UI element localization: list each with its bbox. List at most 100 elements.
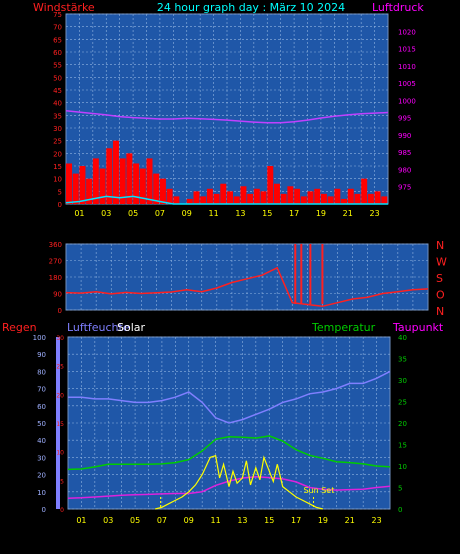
humidity-y-tick-label: 80	[37, 368, 46, 376]
humidity-y-tick-label: 100	[33, 334, 46, 342]
solar-line	[155, 454, 324, 510]
wind-gust-bar	[267, 166, 274, 204]
pressure-y-tick-label: 995	[398, 115, 411, 123]
direction-y-tick-label: 0	[58, 307, 62, 315]
wind-pressure-panel: 0510152025303540455055606570759759809859…	[53, 11, 416, 218]
pressure-axis-title: Luftdruck	[372, 1, 424, 14]
wind-gust-bar	[166, 188, 173, 204]
x-tick-label: 09	[184, 516, 194, 525]
wind-gust-bar	[66, 163, 72, 204]
x-tick-label: 01	[74, 209, 84, 218]
direction-y-tick-label: 270	[49, 258, 62, 266]
wind-gust-bar	[287, 186, 294, 204]
wind-gust-bar	[139, 168, 146, 204]
wind-y-tick-label: 65	[53, 36, 62, 44]
wind-gust-bar	[347, 188, 354, 204]
x-tick-label: 07	[155, 209, 165, 218]
pressure-line	[65, 109, 389, 124]
rain-y-tick-label: 10	[56, 450, 64, 457]
pressure-y-tick-label: 1010	[398, 63, 416, 71]
wind-y-tick-label: 15	[53, 163, 62, 171]
wind-gust-bar	[367, 193, 374, 204]
wind-gust-bar	[79, 166, 86, 204]
x-tick-label: 23	[369, 209, 379, 218]
x-tick-label: 19	[318, 516, 328, 525]
humidity-y-tick-label: 60	[37, 403, 46, 411]
wind-gust-bar	[327, 196, 334, 204]
humidity-y-tick-label: 30	[37, 454, 46, 462]
rain-y-tick-label: 20	[56, 392, 64, 399]
compass-label: N	[436, 239, 444, 252]
temperature-axis-title: Temperatur	[311, 321, 376, 334]
wind-y-tick-label: 20	[53, 150, 62, 158]
wind-gust-bar	[206, 188, 213, 204]
wind-gust-bar	[92, 158, 99, 204]
wind-gust-bar	[233, 196, 240, 204]
x-tick-label: 13	[235, 209, 245, 218]
x-tick-label: 03	[103, 516, 113, 525]
wind-gust-bar	[173, 196, 180, 204]
wind-gust-bar	[280, 193, 287, 204]
compass-label: S	[436, 272, 443, 285]
wind-y-tick-label: 40	[53, 100, 62, 108]
dewpoint-line	[67, 476, 391, 500]
rain-y-tick-label: 0	[60, 507, 64, 514]
pressure-y-tick-label: 980	[398, 166, 411, 174]
x-tick-label: 13	[237, 516, 247, 525]
wind-average-line	[65, 195, 388, 205]
direction-y-tick-label: 180	[49, 274, 62, 282]
wind-gust-bar	[307, 191, 314, 204]
x-tick-label: 07	[157, 516, 167, 525]
temperature-y-tick-label: 0	[398, 506, 402, 514]
humidity-line	[68, 370, 391, 424]
wind-gust-bar	[320, 193, 327, 204]
pressure-y-tick-label: 1015	[398, 46, 416, 54]
wind-gust-bar	[374, 191, 381, 204]
x-tick-label: 09	[182, 209, 192, 218]
temperature-y-tick-label: 15	[398, 442, 407, 450]
wind-gust-bar	[220, 183, 227, 204]
wind-gust-bar	[341, 198, 348, 204]
direction-y-tick-label: 360	[49, 241, 62, 249]
x-tick-label: 11	[208, 209, 218, 218]
wind-y-tick-label: 50	[53, 74, 62, 82]
x-tick-label: 21	[345, 516, 355, 525]
wind-y-tick-label: 0	[58, 201, 62, 209]
wind-gust-bar	[106, 148, 113, 204]
humidity-y-tick-label: 50	[37, 420, 46, 428]
wind-y-tick-label: 75	[53, 11, 62, 19]
wind-y-tick-label: 35	[53, 112, 62, 120]
x-tick-label: 15	[262, 209, 272, 218]
x-tick-label: 05	[128, 209, 138, 218]
wind-gust-bar	[361, 178, 368, 204]
wind-gust-bar	[247, 193, 254, 204]
wind-y-tick-label: 55	[53, 62, 62, 70]
wind-y-tick-label: 70	[53, 24, 62, 32]
pressure-y-tick-label: 990	[398, 132, 411, 140]
solar-axis-title: Solar	[117, 321, 146, 334]
wind-y-tick-label: 5	[58, 188, 62, 196]
wind-gust-bar	[300, 196, 307, 204]
rain-y-tick-label: 15	[56, 421, 64, 428]
humidity-y-tick-label: 40	[37, 437, 46, 445]
wind-gust-bar	[159, 178, 166, 204]
compass-label: N	[436, 305, 444, 318]
direction-y-tick-label: 90	[53, 291, 62, 299]
x-tick-label: 03	[101, 209, 111, 218]
wind-gust-bar	[133, 163, 140, 204]
wind-gust-bar	[146, 158, 153, 204]
wind-gust-bar	[294, 188, 301, 204]
wind-y-tick-label: 30	[53, 125, 62, 133]
x-tick-label: 21	[343, 209, 353, 218]
rain-axis-bar	[56, 337, 60, 509]
pressure-y-tick-label: 985	[398, 149, 411, 157]
wind-gust-bar	[200, 196, 207, 204]
dewpoint-axis-title: Taupunkt	[392, 321, 444, 334]
wind-gust-bar	[119, 158, 126, 204]
wind-gust-bar	[334, 188, 341, 204]
chart-title: 24 hour graph day : März 10 2024	[157, 1, 345, 14]
x-tick-label: 01	[76, 516, 86, 525]
temp-humidity-panel: 0102030405060708090100051015202530051015…	[33, 334, 407, 525]
